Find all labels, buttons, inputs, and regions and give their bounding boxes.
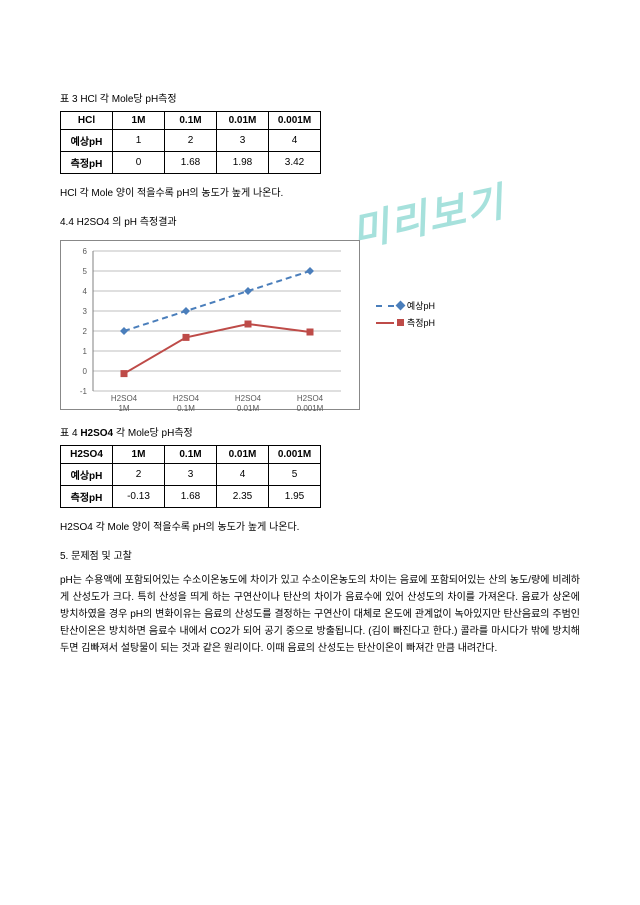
cell: 2 (113, 464, 165, 486)
cell: -0.13 (113, 486, 165, 508)
section-5-title: 5. 문제점 및 고찰 (60, 547, 580, 562)
cell: 0 (113, 152, 165, 174)
table4-caption: 표 4 H2SO4 각 Mole당 pH측정 (60, 424, 580, 439)
cell: 3 (217, 130, 269, 152)
cell: 4 (217, 464, 269, 486)
svg-text:2: 2 (83, 327, 88, 336)
col-header: 0.01M (217, 112, 269, 130)
svg-text:0.001M: 0.001M (297, 404, 324, 411)
svg-text:H2SO4: H2SO4 (235, 394, 262, 403)
svg-text:H2SO4: H2SO4 (173, 394, 200, 403)
col-header: 0.1M (165, 446, 217, 464)
cell: 5 (269, 464, 321, 486)
svg-text:5: 5 (83, 267, 88, 276)
svg-text:4: 4 (83, 287, 88, 296)
svg-text:0.01M: 0.01M (237, 404, 260, 411)
diamond-icon (395, 301, 405, 311)
col-header: 0.1M (165, 112, 217, 130)
table-row: 측정pH -0.13 1.68 2.35 1.95 (61, 486, 321, 508)
legend-item: 측정pH (376, 316, 435, 329)
table3-note: HCl 각 Mole 양이 적을수록 pH의 농도가 높게 나온다. (60, 184, 580, 199)
legend-line-icon (376, 322, 394, 324)
col-header: H2SO4 (61, 446, 113, 464)
table3-caption: 표 3 HCl 각 Mole당 pH측정 (60, 90, 580, 105)
cell: 4 (269, 130, 321, 152)
cell: 1.68 (165, 152, 217, 174)
legend-label: 예상pH (407, 299, 435, 312)
row-label: 측정pH (61, 486, 113, 508)
col-header: 1M (113, 112, 165, 130)
section-5-body: pH는 수용액에 포함되어있는 수소이온농도에 차이가 있고 수소이온농도의 차… (60, 572, 580, 657)
col-header: 0.01M (217, 446, 269, 464)
table-row: H2SO4 1M 0.1M 0.01M 0.001M (61, 446, 321, 464)
legend-item: 예상pH (376, 299, 435, 312)
cell: 1 (113, 130, 165, 152)
section-4-4-title: 4.4 H2SO4 의 pH 측정결과 (60, 213, 580, 228)
svg-text:1: 1 (83, 347, 88, 356)
svg-text:1M: 1M (118, 404, 129, 411)
svg-text:3: 3 (83, 307, 88, 316)
legend-label: 측정pH (407, 316, 435, 329)
chart-svg: -10123456H2SO41MH2SO40.1MH2SO40.01MH2SO4… (61, 241, 361, 411)
table4-note: H2SO4 각 Mole 양이 적을수록 pH의 농도가 높게 나온다. (60, 518, 580, 533)
cell: 3 (165, 464, 217, 486)
row-label: 측정pH (61, 152, 113, 174)
table-row: 예상pH 1 2 3 4 (61, 130, 321, 152)
legend-line-icon (376, 305, 394, 307)
svg-text:0.1M: 0.1M (177, 404, 195, 411)
svg-text:H2SO4: H2SO4 (111, 394, 138, 403)
row-label: 예상pH (61, 464, 113, 486)
table3: HCl 1M 0.1M 0.01M 0.001M 예상pH 1 2 3 4 측정… (60, 111, 321, 174)
cell: 1.95 (269, 486, 321, 508)
cell: 2.35 (217, 486, 269, 508)
table-row: 측정pH 0 1.68 1.98 3.42 (61, 152, 321, 174)
col-header: 1M (113, 446, 165, 464)
table4: H2SO4 1M 0.1M 0.01M 0.001M 예상pH 2 3 4 5 … (60, 445, 321, 508)
chart-legend: 예상pH 측정pH (376, 299, 435, 333)
table-row: 예상pH 2 3 4 5 (61, 464, 321, 486)
row-label: 예상pH (61, 130, 113, 152)
svg-text:-1: -1 (80, 387, 88, 396)
col-header: 0.001M (269, 446, 321, 464)
svg-text:0: 0 (83, 367, 88, 376)
cell: 1.68 (165, 486, 217, 508)
col-header: 0.001M (269, 112, 321, 130)
svg-text:6: 6 (83, 247, 88, 256)
table-row: HCl 1M 0.1M 0.01M 0.001M (61, 112, 321, 130)
square-icon (397, 319, 404, 326)
col-header: HCl (61, 112, 113, 130)
svg-text:H2SO4: H2SO4 (297, 394, 324, 403)
cell: 3.42 (269, 152, 321, 174)
cell: 1.98 (217, 152, 269, 174)
cell: 2 (165, 130, 217, 152)
h2so4-chart: -10123456H2SO41MH2SO40.1MH2SO40.01MH2SO4… (60, 240, 360, 410)
